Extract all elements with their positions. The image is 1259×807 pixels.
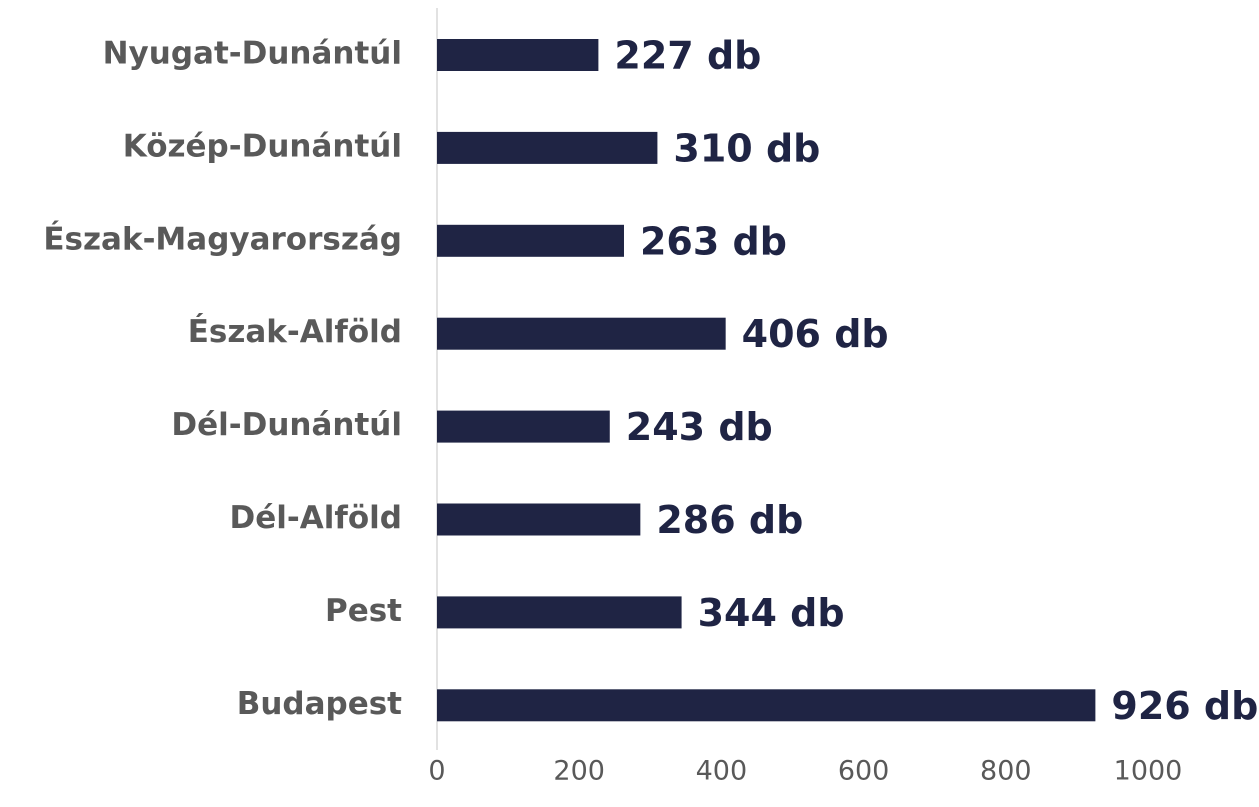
bar — [437, 317, 726, 350]
bar — [437, 410, 610, 443]
data-label: 926 db — [1111, 684, 1258, 728]
data-label: 227 db — [614, 34, 761, 78]
y-tick-label: Nyugat-Dunántúl — [103, 36, 402, 72]
y-tick-label: Közép-Dunántúl — [123, 128, 402, 164]
bar — [437, 689, 1096, 722]
bar — [437, 131, 658, 164]
y-tick-label: Budapest — [237, 686, 402, 722]
bar — [437, 503, 641, 536]
x-tick-label: 1000 — [1114, 756, 1183, 787]
y-tick-label: Dél-Dunántúl — [171, 407, 402, 443]
x-tick-label: 800 — [980, 756, 1032, 787]
x-tick-label: 400 — [696, 756, 748, 787]
x-tick-label: 600 — [838, 756, 890, 787]
data-label: 310 db — [673, 126, 820, 170]
data-label: 263 db — [640, 219, 787, 263]
y-tick-label: Észak-Alföld — [188, 314, 402, 350]
y-tick-label: Pest — [325, 593, 402, 629]
data-label: 286 db — [656, 498, 803, 542]
bar — [437, 596, 682, 629]
y-tick-label: Észak-Magyarország — [43, 221, 402, 257]
data-label: 344 db — [698, 591, 845, 635]
bar — [437, 39, 599, 71]
bar — [437, 224, 624, 257]
data-label: 406 db — [742, 312, 889, 356]
data-label: 243 db — [626, 405, 773, 449]
x-tick-label: 200 — [553, 756, 605, 787]
y-tick-label: Dél-Alföld — [230, 500, 402, 536]
x-tick-label: 0 — [428, 756, 445, 787]
